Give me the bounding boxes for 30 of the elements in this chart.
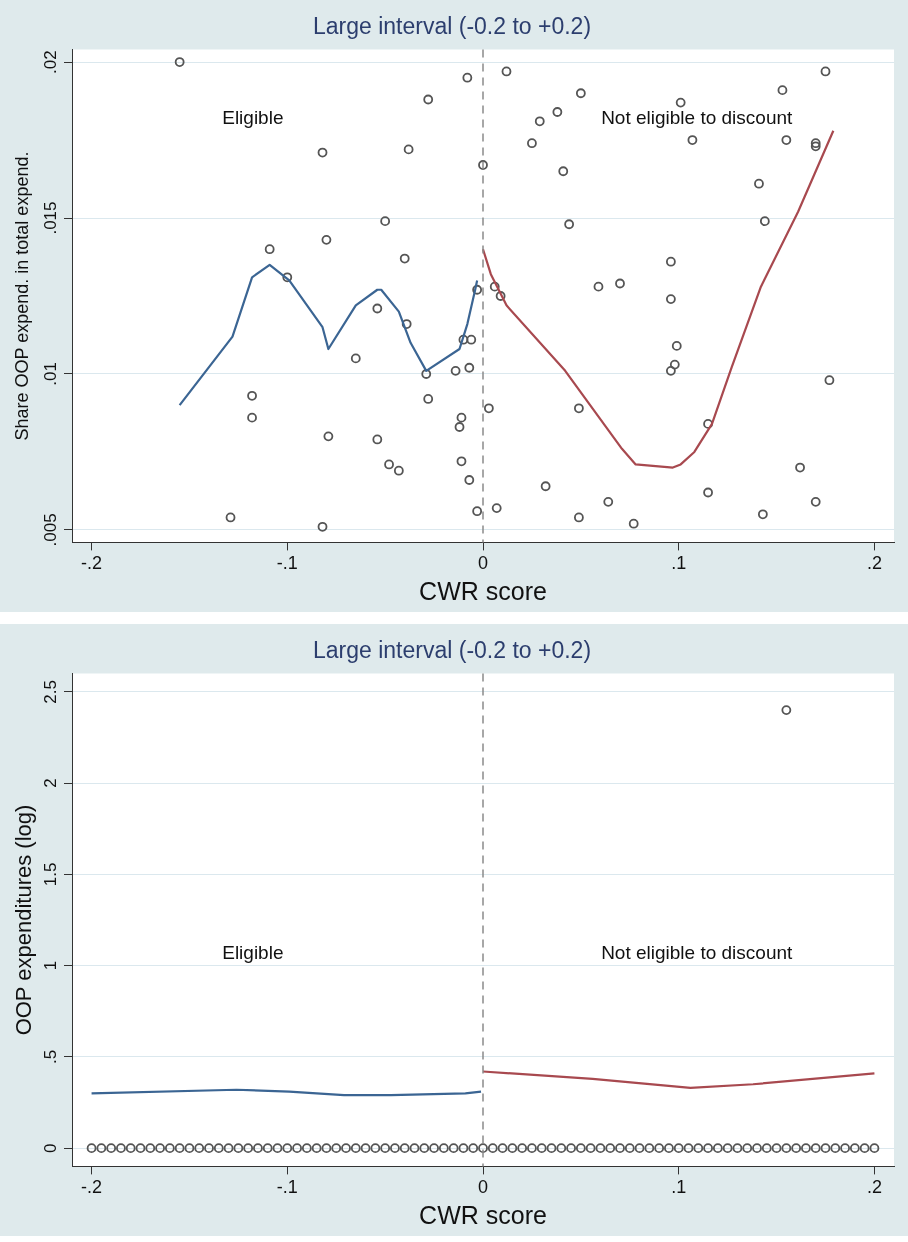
x-tick-label: -.1 [276, 553, 298, 574]
y-axis-title: Share OOP expend. in total expend. [11, 151, 32, 441]
y-tick-label: 1.5 [41, 862, 61, 887]
y-tick-label: .005 [41, 513, 61, 547]
y-tick-label: 0 [41, 1143, 61, 1153]
y-tick-label: .02 [41, 50, 61, 74]
y-tick-label: .015 [41, 201, 61, 235]
x-tick-label: .1 [671, 1177, 687, 1198]
x-tick-label: 0 [477, 553, 489, 574]
x-tick-label: -.2 [81, 1177, 103, 1198]
annotation: Not eligible to discount [601, 106, 794, 128]
y-tick-label: .01 [41, 362, 61, 386]
x-tick-label: .2 [866, 1177, 882, 1198]
annotation: Eligible [222, 942, 284, 964]
y-axis-title: OOP expenditures (log) [11, 804, 37, 1036]
y-tick-label: 2.5 [41, 680, 61, 704]
y-tick-label: 1 [41, 960, 61, 971]
annotation: Not eligible to discount [601, 942, 794, 964]
annotation: Eligible [222, 106, 284, 128]
chart-title: Large interval (-0.2 to +0.2) [312, 637, 592, 664]
y-tick-label: .5 [41, 1049, 61, 1064]
x-tick-label: -.1 [276, 1177, 298, 1198]
x-axis-title: CWR score [419, 1200, 547, 1229]
x-tick-label: 0 [477, 1177, 489, 1198]
x-tick-label: -.2 [81, 553, 103, 574]
y-tick-label: 2 [41, 778, 61, 788]
x-tick-label: .2 [866, 553, 882, 574]
chart-title: Large interval (-0.2 to +0.2) [312, 13, 592, 40]
x-axis-title: CWR score [419, 576, 547, 605]
x-tick-label: .1 [671, 553, 687, 574]
